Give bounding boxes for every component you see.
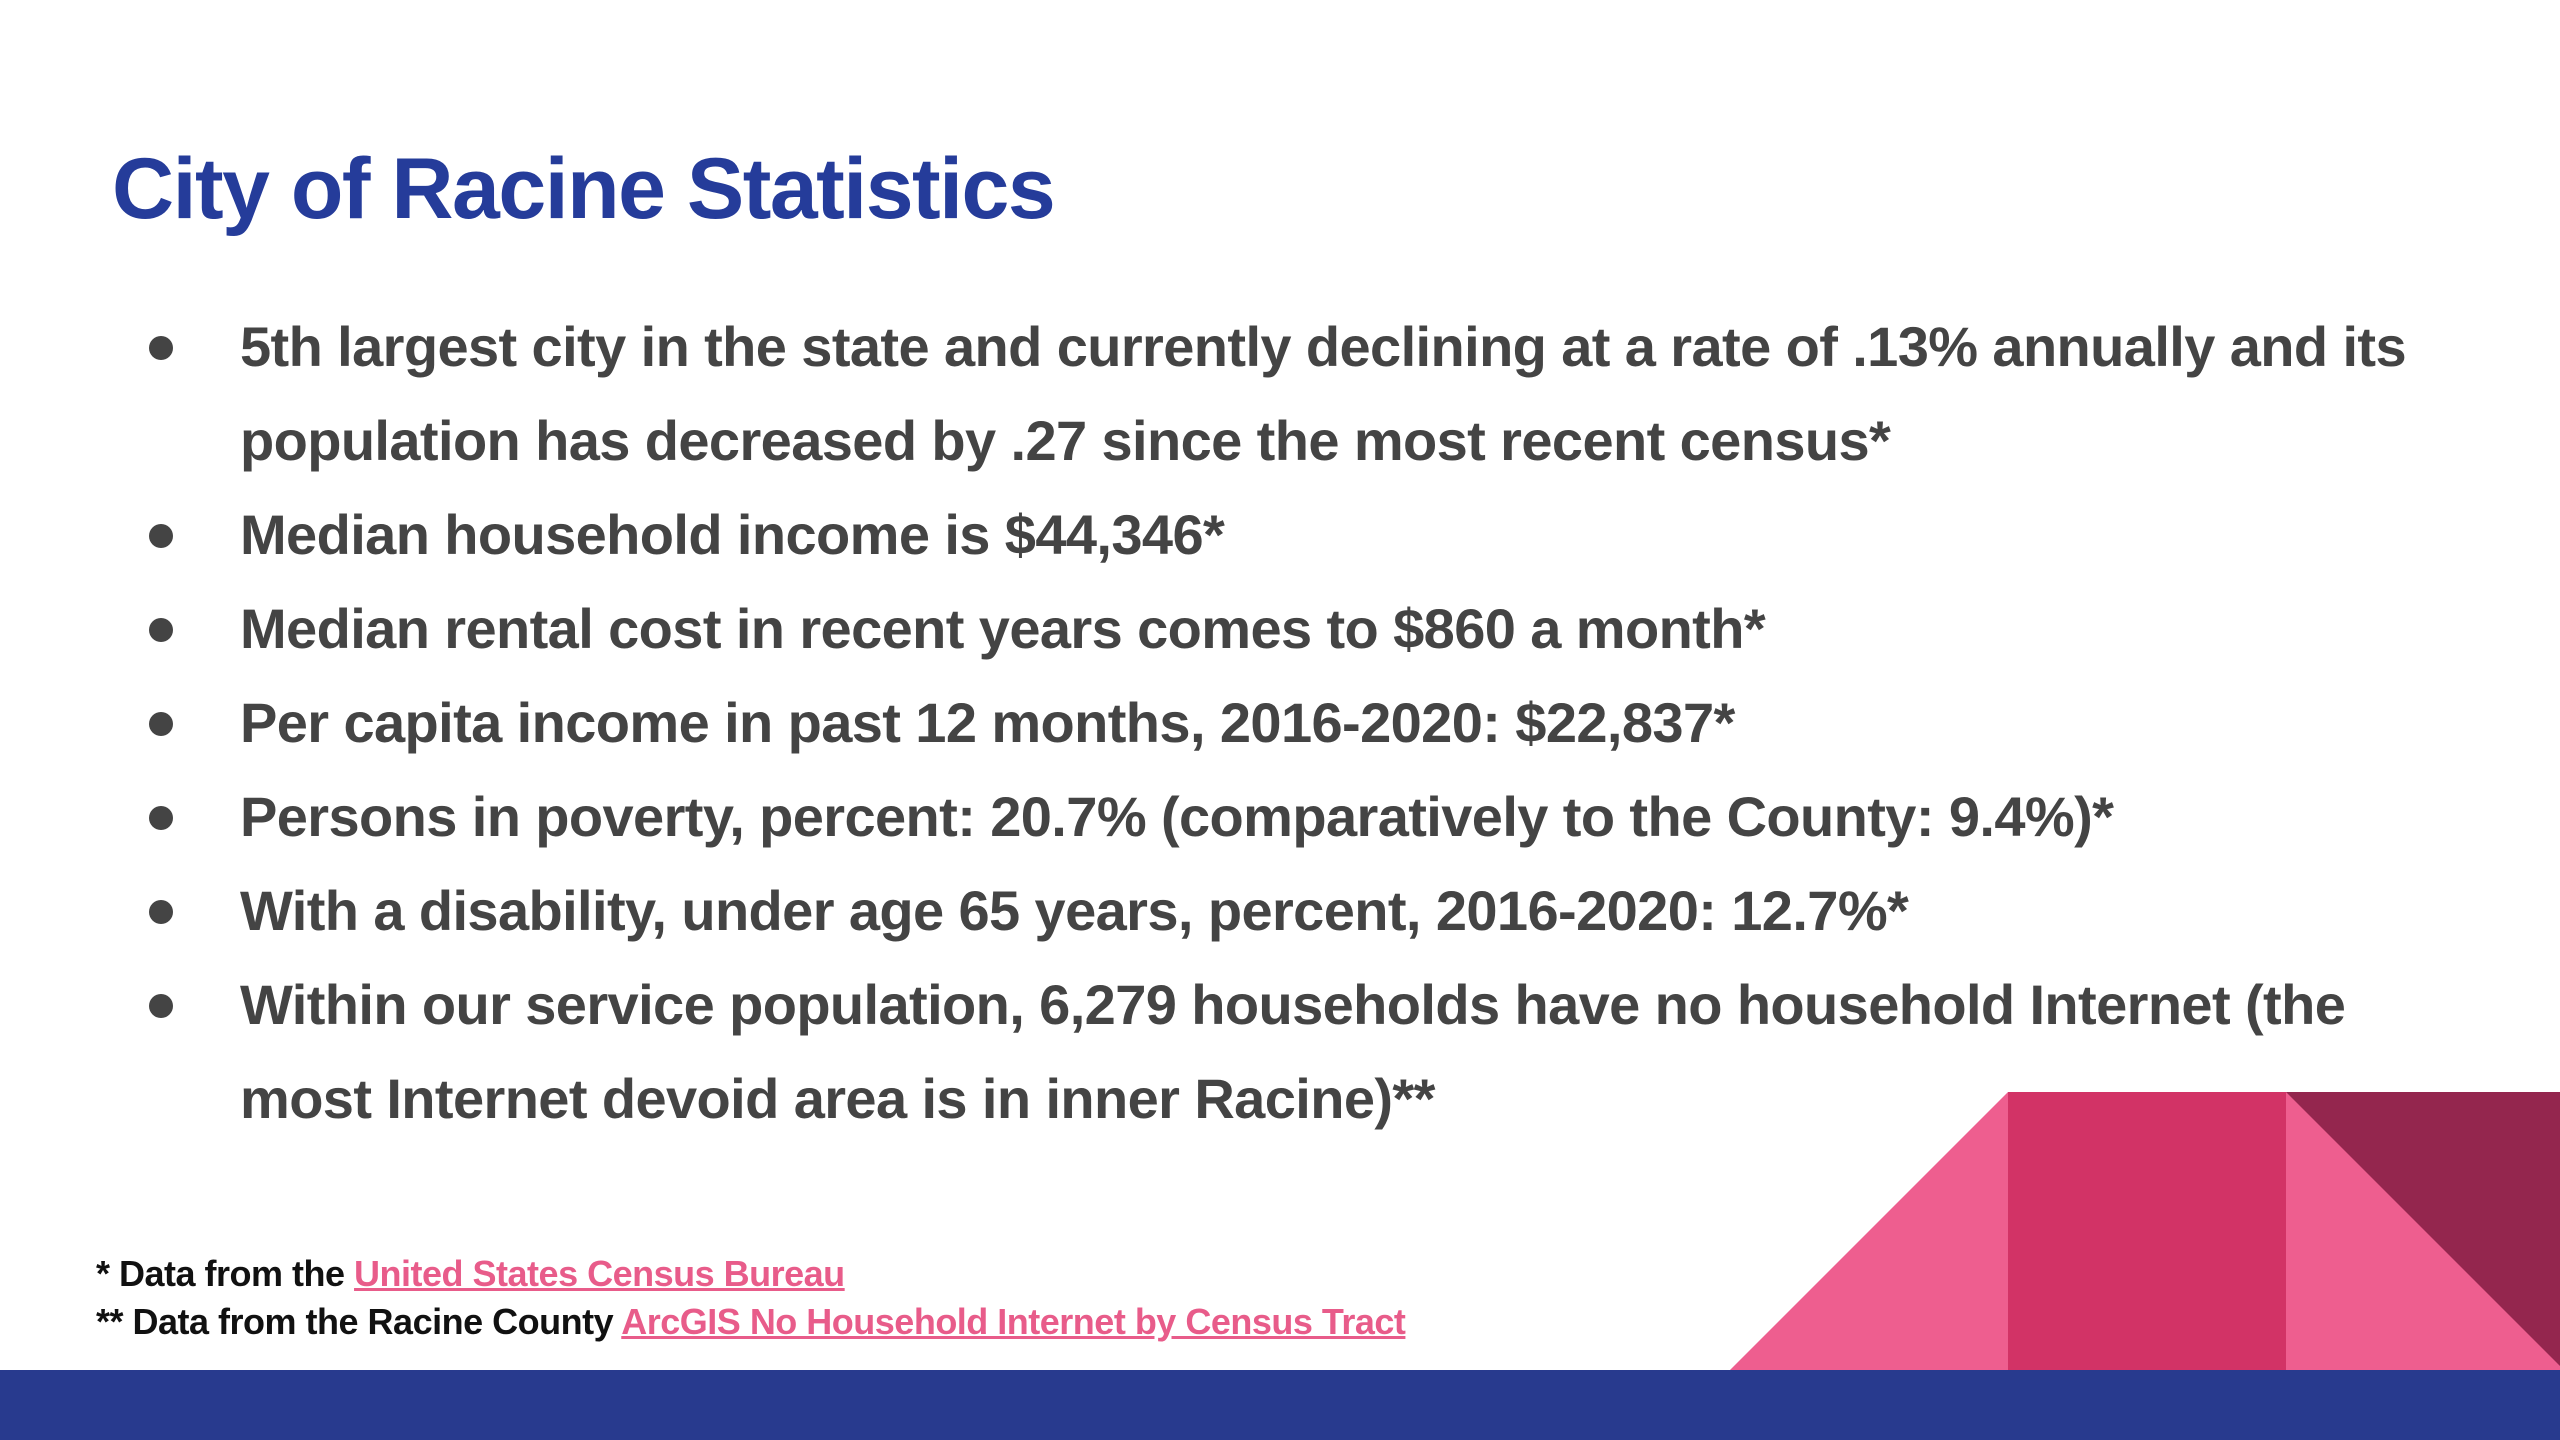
statistics-list: 5th largest city in the state and curren… <box>0 300 2560 1146</box>
bottom-bar <box>0 1370 2560 1440</box>
decor-light-pink-triangle <box>1730 1092 2008 1370</box>
bullet-dot-icon <box>149 900 173 924</box>
decor-mid-pink-block <box>2008 1092 2286 1370</box>
list-item-text: Per capita income in past 12 months, 201… <box>240 691 1735 754</box>
bullet-dot-icon <box>149 336 173 360</box>
list-item: With a disability, under age 65 years, p… <box>0 864 2480 958</box>
list-item: 5th largest city in the state and curren… <box>0 300 2480 488</box>
bullet-dot-icon <box>149 994 173 1018</box>
footnote-arcgis: ** Data from the Racine County ArcGIS No… <box>96 1298 1406 1346</box>
list-item-text: Within our service population, 6,279 hou… <box>240 973 2346 1130</box>
census-bureau-link[interactable]: United States Census Bureau <box>354 1253 845 1294</box>
list-item-text: Median rental cost in recent years comes… <box>240 597 1766 660</box>
list-item-text: Median household income is $44,346* <box>240 503 1225 566</box>
list-item: Persons in poverty, percent: 20.7% (comp… <box>0 770 2480 864</box>
list-item-text: Persons in poverty, percent: 20.7% (comp… <box>240 785 2114 848</box>
arcgis-link[interactable]: ArcGIS No Household Internet by Census T… <box>621 1301 1406 1342</box>
list-item: Median rental cost in recent years comes… <box>0 582 2480 676</box>
footnote-census-prefix: * Data from the <box>96 1253 355 1294</box>
footnote-census: * Data from the United States Census Bur… <box>96 1250 1405 1298</box>
footnote-arcgis-prefix: ** Data from the Racine County <box>96 1301 622 1342</box>
bullet-dot-icon <box>149 806 173 830</box>
list-item-text: 5th largest city in the state and curren… <box>240 315 2407 472</box>
bullet-dot-icon <box>149 712 173 736</box>
decor-dark-pink-triangle <box>2286 1092 2560 1366</box>
list-item: Per capita income in past 12 months, 201… <box>0 676 2480 770</box>
slide-title: City of Racine Statistics <box>112 141 1056 237</box>
list-item: Median household income is $44,346* <box>0 488 2480 582</box>
bullet-dot-icon <box>149 618 173 642</box>
list-item: Within our service population, 6,279 hou… <box>0 958 2480 1146</box>
footnotes: * Data from the United States Census Bur… <box>96 1250 1406 1346</box>
bullet-dot-icon <box>149 524 173 548</box>
list-item-text: With a disability, under age 65 years, p… <box>240 879 1909 942</box>
